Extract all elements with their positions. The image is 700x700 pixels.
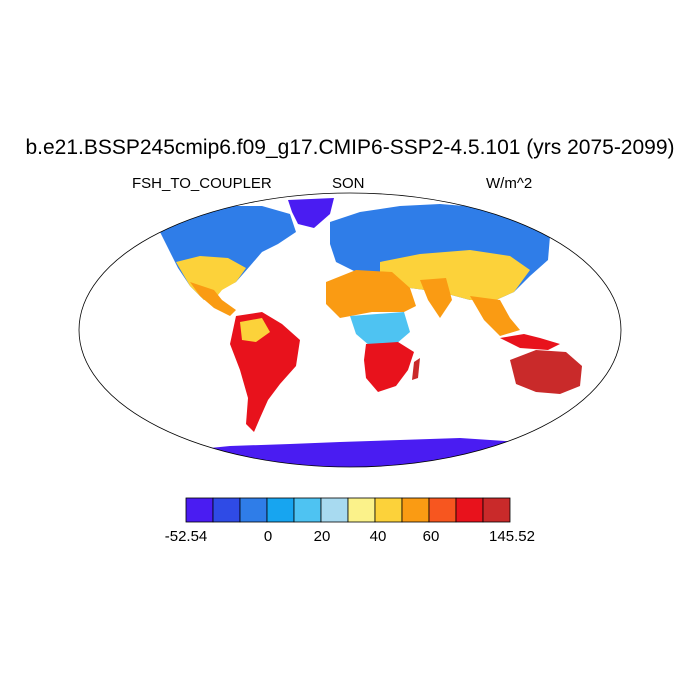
amazon-mild bbox=[240, 318, 270, 342]
indonesia bbox=[500, 334, 560, 350]
greenland bbox=[288, 198, 334, 228]
colorbar-tick-0: 0 bbox=[263, 528, 273, 545]
colorbar-box-2 bbox=[239, 497, 268, 523]
land-layer bbox=[158, 198, 582, 467]
colorbar-tick-20: 20 bbox=[313, 528, 331, 545]
colorbar-box-11 bbox=[482, 497, 511, 523]
colorbar-box-4 bbox=[293, 497, 322, 523]
colorbar-box-9 bbox=[428, 497, 457, 523]
colorbar-min-label: -52.54 bbox=[164, 528, 208, 545]
colorbar-box-5 bbox=[320, 497, 349, 523]
colorbar-max-label: 145.52 bbox=[489, 528, 535, 545]
season-label: SON bbox=[332, 175, 365, 192]
se-asia bbox=[470, 296, 520, 336]
north-america-warm bbox=[176, 256, 246, 300]
colorbar-box-6 bbox=[347, 497, 376, 523]
antarctica bbox=[170, 438, 560, 467]
units-label: W/m^2 bbox=[486, 175, 533, 192]
australia bbox=[510, 350, 582, 394]
africa-south bbox=[364, 342, 414, 392]
south-america bbox=[230, 312, 300, 432]
colorbar-box-7 bbox=[374, 497, 403, 523]
colorbar-tick-60: 60 bbox=[422, 528, 440, 545]
plot-title: b.e21.BSSP245cmip6.f09_g17.CMIP6-SSP2-4.… bbox=[25, 136, 675, 159]
colorbar bbox=[185, 497, 511, 523]
africa-central bbox=[350, 312, 410, 346]
asia-warm bbox=[380, 250, 530, 300]
mexico-hot bbox=[190, 282, 236, 316]
globe-outline bbox=[78, 192, 622, 468]
south-asia-hot bbox=[420, 278, 452, 318]
colorbar-box-3 bbox=[266, 497, 295, 523]
colorbar-box-0 bbox=[185, 497, 214, 523]
colorbar-box-1 bbox=[212, 497, 241, 523]
colorbar-box-10 bbox=[455, 497, 484, 523]
madagascar bbox=[412, 358, 420, 380]
colorbar-box-8 bbox=[401, 497, 430, 523]
africa-north bbox=[326, 270, 416, 318]
variable-label: FSH_TO_COUPLER bbox=[132, 175, 272, 192]
colorbar-tick-40: 40 bbox=[369, 528, 387, 545]
